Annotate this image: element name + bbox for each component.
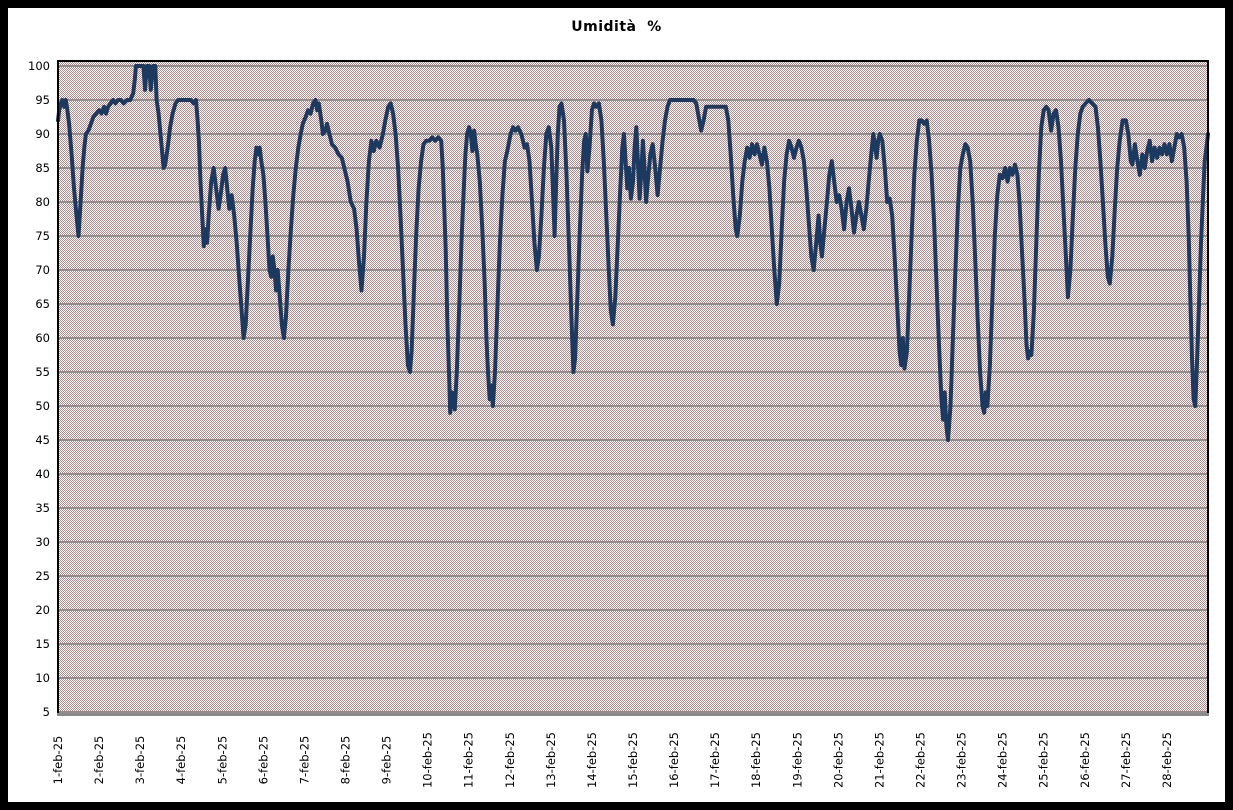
y-axis-label: 70: [35, 263, 50, 277]
humidity-line-chart: 100 95 90 85 80 75 70 65 60 55 50 45 40 35 30 25 20 15 10 5…: [28, 59, 1210, 788]
x-axis-label: 19-feb-25: [790, 732, 804, 788]
y-axis-label: 15: [35, 637, 50, 651]
chart-title: Umidità %: [571, 19, 662, 35]
chart-canvas: Umidità % 100 95 90 85 80 75 70 65 60 55 50 45 40 35 3…: [8, 8, 1225, 802]
y-axis-label: 30: [35, 535, 50, 549]
x-axis-label: 18-feb-25: [749, 732, 763, 788]
x-axis-label: 25-feb-25: [1037, 732, 1051, 788]
plot-border: [57, 60, 1209, 716]
x-axis-label: 5-feb-25: [215, 736, 229, 785]
series-line-umidita: [56, 64, 1210, 442]
x-axis-label: 3-feb-25: [133, 736, 147, 785]
y-axis-label: 75: [35, 229, 50, 243]
x-axis-label: 24-feb-25: [996, 732, 1010, 788]
y-axis-label: 5: [43, 705, 50, 719]
y-axis-label: 100: [28, 59, 50, 73]
x-axis-label: 21-feb-25: [872, 732, 886, 788]
x-axis-label: 2-feb-25: [92, 736, 106, 785]
x-axis-label: 17-feb-25: [708, 732, 722, 788]
y-axis-label: 20: [35, 603, 50, 617]
x-axis-label: 28-feb-25: [1160, 732, 1174, 788]
y-axis-label: 80: [35, 195, 50, 209]
x-axis-label: 7-feb-25: [297, 736, 311, 785]
x-axis-label: 22-feb-25: [914, 732, 928, 788]
x-axis-label: 4-feb-25: [174, 736, 188, 785]
x-axis-label: 26-feb-25: [1078, 732, 1092, 788]
y-axis-label: 90: [35, 127, 50, 141]
x-axis-label: 12-feb-25: [503, 732, 517, 788]
y-axis-label: 55: [35, 365, 50, 379]
y-axis-label: 95: [35, 93, 50, 107]
y-axis-label: 25: [35, 569, 50, 583]
x-axis-label: 13-feb-25: [544, 732, 558, 788]
x-axis-label: 27-feb-25: [1119, 732, 1133, 788]
x-axis-label: 8-feb-25: [339, 736, 353, 785]
x-axis-label: 10-feb-25: [421, 732, 435, 788]
y-axis-label: 10: [35, 671, 50, 685]
y-axis-label: 50: [35, 399, 50, 413]
x-axis-label: 6-feb-25: [256, 736, 270, 785]
x-axis-label: 14-feb-25: [585, 732, 599, 788]
x-axis-label: 9-feb-25: [380, 736, 394, 785]
y-axis-label: 45: [35, 433, 50, 447]
y-axis-label: 35: [35, 501, 50, 515]
x-axis-label: 11-feb-25: [462, 732, 476, 788]
y-axis-label: 65: [35, 297, 50, 311]
y-axis-label: 40: [35, 467, 50, 481]
x-axis-label: 20-feb-25: [831, 732, 845, 788]
y-axis-label: 60: [35, 331, 50, 345]
x-axis-label: 23-feb-25: [955, 732, 969, 788]
x-axis-label: 1-feb-25: [51, 736, 65, 785]
x-axis-label: 15-feb-25: [626, 732, 640, 788]
x-axis-label: 16-feb-25: [667, 732, 681, 788]
y-axis-label: 85: [35, 161, 50, 175]
